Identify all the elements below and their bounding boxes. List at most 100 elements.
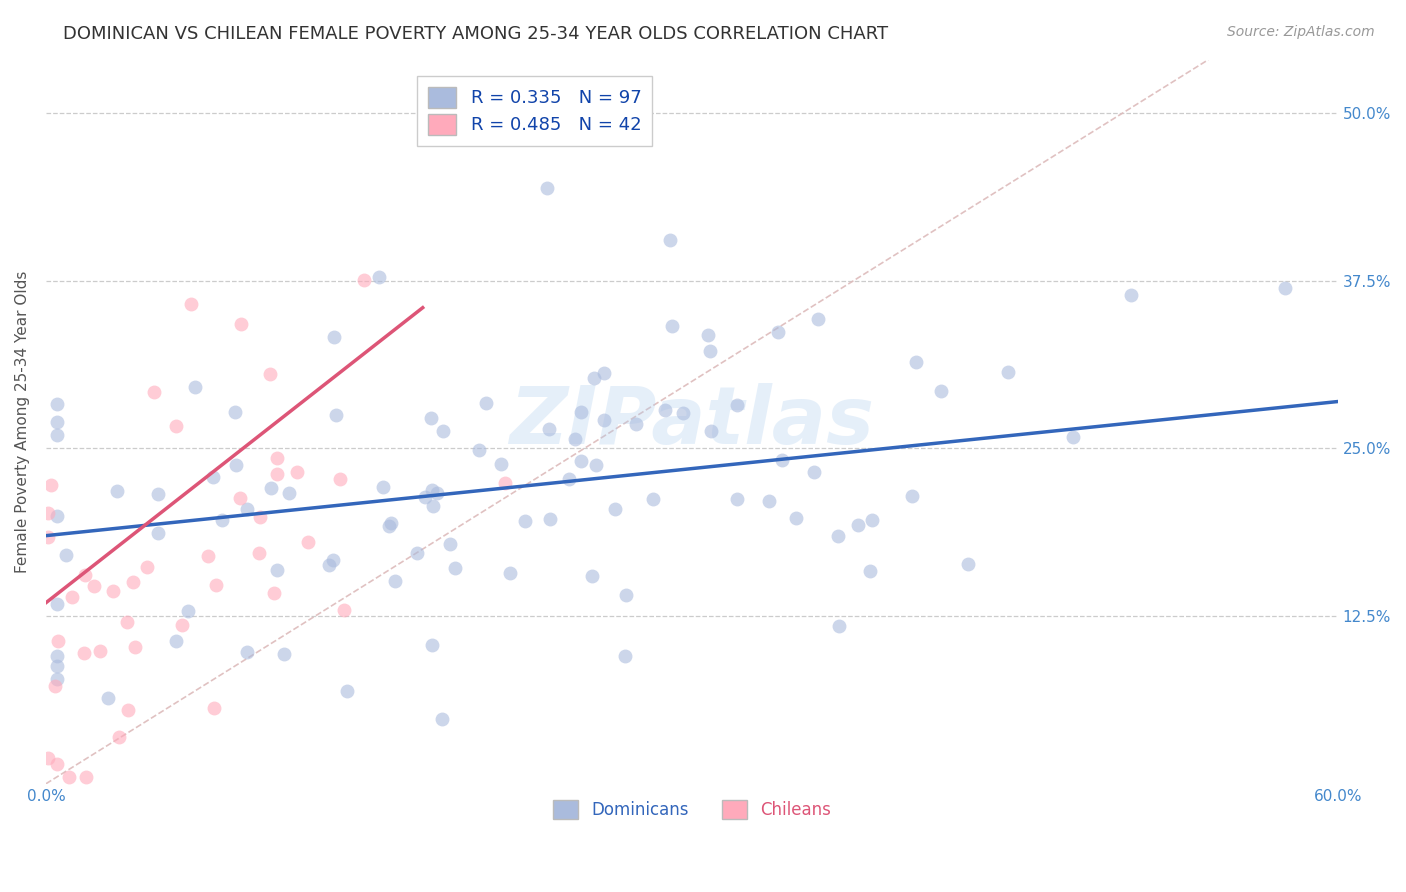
Point [297,534,319,549]
Text: ZIPatlas: ZIPatlas [509,383,875,460]
Point [605,502,627,516]
Point [108,730,131,744]
Point [45,649,67,664]
Point [172,617,194,632]
Point [45,397,67,411]
Point [766,325,789,339]
Point [201,470,224,484]
Point [558,472,581,486]
Point [115,615,138,630]
Point [325,409,347,423]
Point [758,493,780,508]
Point [571,454,593,468]
Point [405,546,427,560]
Point [489,457,512,471]
Point [803,466,825,480]
Point [197,549,219,563]
Point [807,312,830,326]
Point [224,405,246,419]
Point [439,537,461,551]
Point [420,638,443,652]
Point [641,491,664,506]
Point [420,483,443,497]
Point [285,465,308,479]
Point [699,343,721,358]
Point [614,588,637,602]
Point [725,492,748,507]
Point [143,384,166,399]
Point [225,458,247,472]
Point [266,467,288,482]
Point [380,516,402,530]
Point [957,557,980,571]
Point [117,703,139,717]
Point [929,384,952,398]
Point [613,649,636,664]
Point [353,273,375,287]
Point [45,415,67,429]
Point [83,579,105,593]
Point [1121,287,1143,301]
Point [661,319,683,334]
Point [371,480,394,494]
Point [426,486,449,500]
Point [697,327,720,342]
Point [468,442,491,457]
Point [247,546,270,560]
Text: DOMINICAN VS CHILEAN FEMALE POVERTY AMONG 25-34 YEAR OLDS CORRELATION CHART: DOMINICAN VS CHILEAN FEMALE POVERTY AMON… [63,25,889,43]
Point [333,603,356,617]
Point [45,597,67,611]
Point [569,405,592,419]
Point [266,563,288,577]
Point [593,366,616,380]
Point [46,756,69,771]
Point [827,529,849,543]
Point [1274,281,1296,295]
Point [37,506,59,520]
Point [538,511,561,525]
Point [249,510,271,524]
Point [725,398,748,412]
Point [45,659,67,673]
Point [55,548,77,562]
Point [73,646,96,660]
Point [202,701,225,715]
Point [846,518,869,533]
Point [785,511,807,525]
Point [105,484,128,499]
Point [585,458,607,472]
Point [659,233,682,247]
Point [166,634,188,648]
Point [229,318,252,332]
Point [672,406,695,420]
Point [904,355,927,369]
Point [654,403,676,417]
Point [430,712,453,726]
Point [37,530,59,544]
Point [235,501,257,516]
Point [859,564,882,578]
Point [46,634,69,648]
Point [582,371,605,385]
Point [58,770,80,784]
Point [44,679,66,693]
Point [236,644,259,658]
Point [45,428,67,442]
Point [41,477,63,491]
Point [211,513,233,527]
Text: Source: ZipAtlas.com: Source: ZipAtlas.com [1227,25,1375,39]
Point [699,424,721,438]
Point [73,568,96,582]
Point [419,410,441,425]
Point [97,690,120,705]
Point [146,526,169,541]
Point [444,561,467,575]
Point [260,481,283,495]
Point [336,684,359,698]
Point [329,472,352,486]
Point [45,672,67,686]
Point [266,450,288,465]
Point [536,181,558,195]
Point [204,577,226,591]
Point [146,487,169,501]
